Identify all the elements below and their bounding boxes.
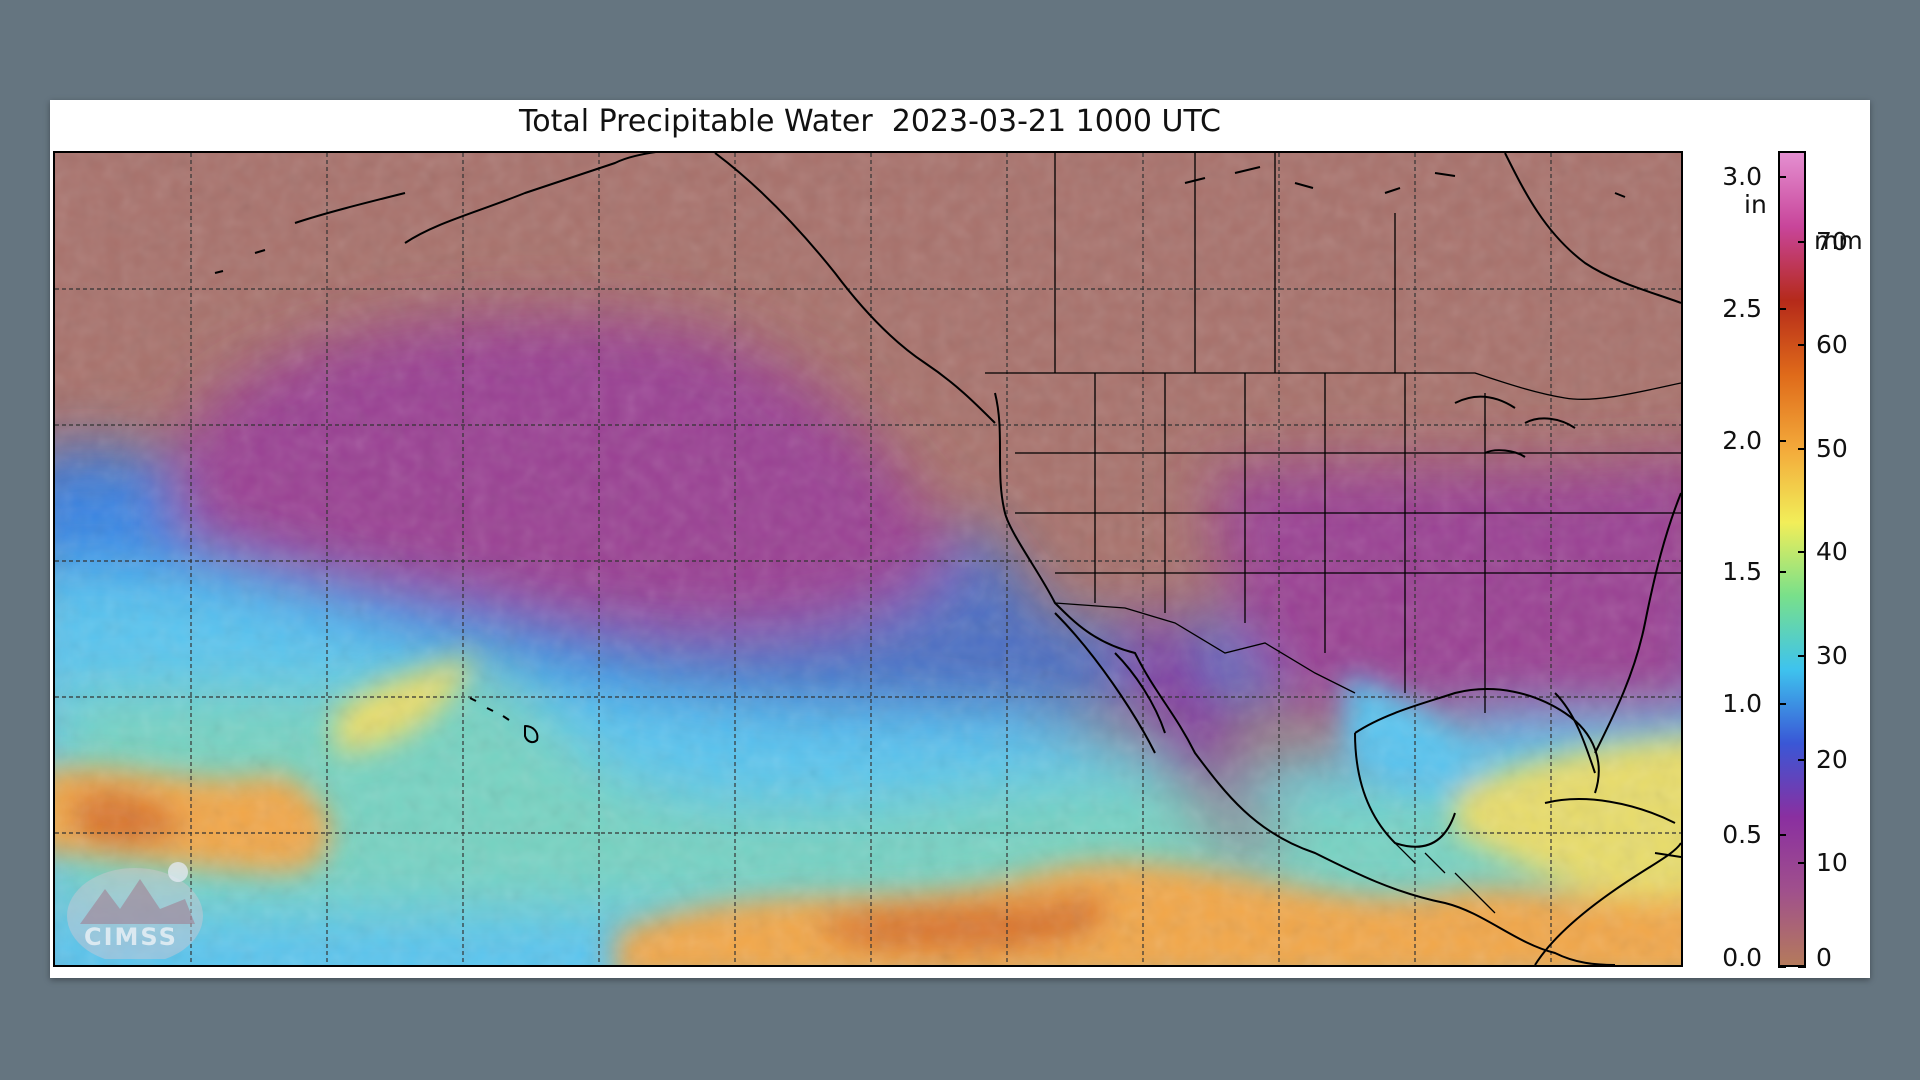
cimss-logo-text: CIMSS bbox=[84, 923, 178, 951]
colorbar-mm-tick-label: 10 bbox=[1816, 848, 1848, 878]
colorbar-mm-tick-label: 60 bbox=[1816, 330, 1848, 360]
texture-overlay bbox=[55, 153, 1681, 965]
colorbar bbox=[1778, 151, 1806, 967]
colorbar-inch-tickmark bbox=[1778, 702, 1786, 705]
colorbar-mm-tickmark bbox=[1798, 862, 1806, 865]
colorbar-mm-tickmark bbox=[1798, 551, 1806, 554]
hudson-bay bbox=[1504, 153, 1681, 304]
colorbar-inch-tickmark bbox=[1778, 439, 1786, 442]
colorbar-inch-tick-label: 1.5 bbox=[1722, 557, 1762, 587]
colorbar-mm-tick-label: 50 bbox=[1816, 433, 1848, 463]
colorbar-mm-tick-label: 40 bbox=[1816, 537, 1848, 567]
aleutian-islands bbox=[214, 249, 266, 274]
colorbar-mm-tickmark bbox=[1798, 240, 1806, 243]
gulf-coast bbox=[1354, 688, 1600, 794]
us-states bbox=[1015, 373, 1681, 713]
us-mexico-border bbox=[1054, 602, 1356, 694]
alaska-peninsula bbox=[294, 192, 406, 224]
colorbar-gradient bbox=[1780, 153, 1804, 965]
colorbar-mm-tickmark bbox=[1798, 966, 1806, 968]
colorbar-inch-tickmark bbox=[1778, 307, 1786, 310]
us-canada-border bbox=[985, 372, 1681, 400]
political-borders bbox=[985, 153, 1681, 914]
panhandle-coast bbox=[714, 153, 996, 424]
colorbar-inch-tick-label: 0.5 bbox=[1722, 820, 1762, 850]
south-america bbox=[1534, 842, 1681, 965]
colorbar-mm-tick-label: 30 bbox=[1816, 641, 1848, 671]
cuba bbox=[1544, 798, 1676, 824]
colorbar-mm-tickmark bbox=[1798, 758, 1806, 761]
canada-provinces bbox=[1054, 153, 1396, 373]
colorbar-mm-tickmark bbox=[1798, 447, 1806, 450]
cimss-logo-graphic bbox=[67, 862, 203, 964]
colorbar-inch-tickmark bbox=[1778, 571, 1786, 574]
yucatan-coast bbox=[1354, 732, 1456, 848]
west-coast bbox=[994, 392, 1616, 965]
colorbar-mm-tickmark bbox=[1798, 344, 1806, 347]
colorbar-mm-tick-label: 0 bbox=[1816, 943, 1832, 972]
tpw-map bbox=[55, 153, 1681, 965]
alaska-coast bbox=[404, 153, 657, 244]
colorbar-unit-mm: mm bbox=[1814, 226, 1863, 255]
east-coast bbox=[1594, 492, 1681, 754]
central-america-borders bbox=[1394, 842, 1496, 914]
cimss-logo: CIMSS bbox=[60, 854, 210, 964]
baja-california bbox=[1054, 612, 1166, 754]
colorbar-unit-in: in bbox=[1744, 190, 1767, 219]
hawaii-islands bbox=[469, 697, 539, 744]
map-panel: CIMSS bbox=[53, 151, 1683, 967]
colorbar-inch-tickmark bbox=[1778, 176, 1786, 179]
colorbar-inch-tickmark bbox=[1778, 834, 1786, 837]
colorbar-mm-tick-label: 70 bbox=[1816, 226, 1848, 256]
colorbar-inch-tick-label: 3.0 bbox=[1722, 162, 1762, 192]
colorbar-inch-tick-label: 0.0 bbox=[1722, 943, 1762, 972]
colorbar-mm-tickmark bbox=[1798, 655, 1806, 658]
colorbar-inch-tickmark bbox=[1778, 966, 1786, 968]
figure-title: Total Precipitable Water 2023-03-21 1000… bbox=[518, 104, 1221, 139]
coastlines bbox=[214, 153, 1681, 965]
colorbar-inch-tick-label: 2.5 bbox=[1722, 293, 1762, 323]
latlon-grid bbox=[55, 153, 1681, 965]
colorbar-inch-tick-label: 2.0 bbox=[1722, 425, 1762, 455]
colorbar-mm-tick-label: 20 bbox=[1816, 744, 1848, 774]
colorbar-inch-tick-label: 1.0 bbox=[1722, 688, 1762, 718]
florida bbox=[1554, 692, 1596, 774]
